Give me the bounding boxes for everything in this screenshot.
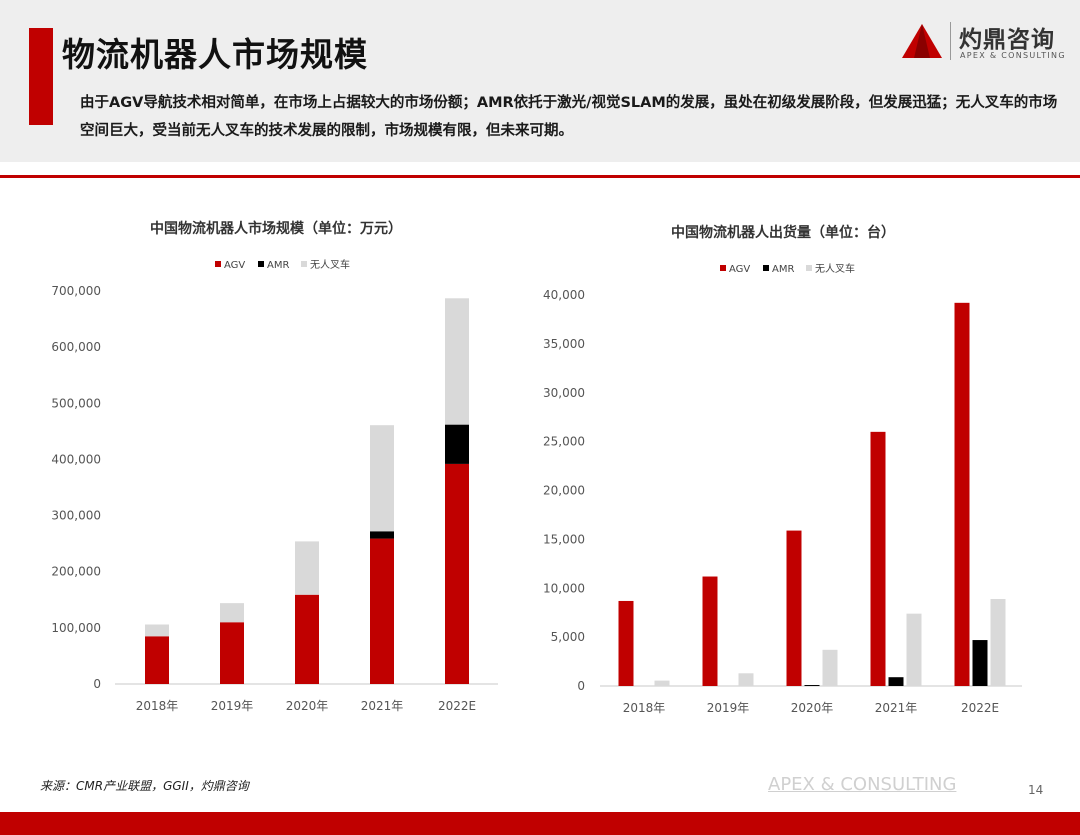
x-tick-label: 2020年: [286, 699, 329, 713]
bar-无人叉车: [906, 613, 922, 686]
legend-swatch: [258, 261, 264, 267]
bar-无人叉车: [295, 541, 319, 595]
bar-agv: [954, 302, 970, 686]
bar-无人叉车: [654, 680, 670, 686]
y-tick-label: 35,000: [543, 337, 585, 351]
header-divider: [0, 175, 1080, 178]
legend-label: 无人叉车: [815, 262, 855, 275]
y-tick-label: 200,000: [51, 565, 101, 579]
page-number: 14: [1028, 783, 1044, 797]
y-tick-label: 0: [577, 679, 585, 693]
legend-label: AMR: [267, 260, 289, 271]
y-tick-label: 15,000: [543, 532, 585, 546]
legend-label: AGV: [729, 264, 750, 275]
bar-amr: [370, 531, 394, 539]
y-tick-label: 30,000: [543, 386, 585, 400]
bar-agv: [870, 431, 886, 686]
bar-amr: [888, 677, 904, 686]
watermark-link[interactable]: APEX & CONSULTING: [768, 774, 957, 795]
bar-amr: [804, 685, 820, 686]
legend-label: AGV: [224, 260, 245, 271]
bar-无人叉车: [738, 673, 754, 686]
logo-name: 灼鼎咨询: [959, 27, 1055, 53]
x-tick-label: 2018年: [623, 701, 666, 715]
y-tick-label: 300,000: [51, 509, 101, 523]
bar-agv: [145, 636, 169, 684]
bar-agv: [618, 600, 634, 686]
bar-amr: [445, 424, 469, 464]
x-tick-label: 2022E: [961, 701, 999, 715]
bar-agv: [702, 576, 718, 686]
x-tick-label: 2022E: [438, 699, 476, 713]
y-tick-label: 40,000: [543, 288, 585, 302]
bar-无人叉车: [822, 649, 838, 686]
legend-swatch: [301, 261, 307, 267]
bar-无人叉车: [370, 425, 394, 532]
y-tick-label: 400,000: [51, 452, 101, 466]
bar-无人叉车: [220, 603, 244, 623]
bar-amr: [972, 640, 988, 686]
y-tick-label: 5,000: [551, 630, 585, 644]
bar-agv: [220, 622, 244, 684]
y-tick-label: 700,000: [51, 284, 101, 298]
legend-swatch: [215, 261, 221, 267]
y-tick-label: 100,000: [51, 621, 101, 635]
y-tick-label: 25,000: [543, 435, 585, 449]
source-note: 来源：CMR产业联盟，GGII，灼鼎咨询: [40, 779, 249, 793]
x-tick-label: 2021年: [875, 701, 918, 715]
bar-agv: [445, 463, 469, 684]
x-tick-label: 2018年: [136, 699, 179, 713]
bar-agv: [370, 538, 394, 684]
header-band: [0, 0, 1080, 162]
chart-title: 中国物流机器人出货量（单位：台）: [671, 224, 895, 241]
legend-label: AMR: [772, 264, 794, 275]
page-title: 物流机器人市场规模: [62, 35, 368, 74]
y-tick-label: 500,000: [51, 396, 101, 410]
y-tick-label: 0: [93, 677, 101, 691]
logo-separator: [950, 22, 951, 60]
title-accent-bar: [29, 28, 53, 125]
bar-agv: [786, 530, 802, 686]
brand-logo: 灼鼎咨询 APEX & CONSULTING: [900, 20, 1070, 64]
bar-无人叉车: [990, 599, 1006, 686]
bar-agv: [295, 594, 319, 684]
legend-label: 无人叉车: [310, 258, 350, 271]
x-tick-label: 2020年: [791, 701, 834, 715]
bar-无人叉车: [145, 624, 169, 637]
legend-swatch: [806, 265, 812, 271]
chart-title: 中国物流机器人市场规模（单位：万元）: [150, 220, 402, 237]
y-tick-label: 20,000: [543, 484, 585, 498]
triangle-logo-icon: [902, 24, 942, 58]
x-tick-label: 2021年: [361, 699, 404, 713]
x-tick-label: 2019年: [707, 701, 750, 715]
y-tick-label: 10,000: [543, 581, 585, 595]
footer-bar: [0, 812, 1080, 835]
y-tick-label: 600,000: [51, 340, 101, 354]
legend-swatch: [720, 265, 726, 271]
legend-swatch: [763, 265, 769, 271]
x-tick-label: 2019年: [211, 699, 254, 713]
bar-无人叉车: [445, 298, 469, 425]
page-subtitle: 由于AGV导航技术相对简单，在市场上占据较大的市场份额；AMR依托于激光/视觉S…: [80, 95, 1058, 139]
logo-subtitle: APEX & CONSULTING: [960, 51, 1066, 60]
